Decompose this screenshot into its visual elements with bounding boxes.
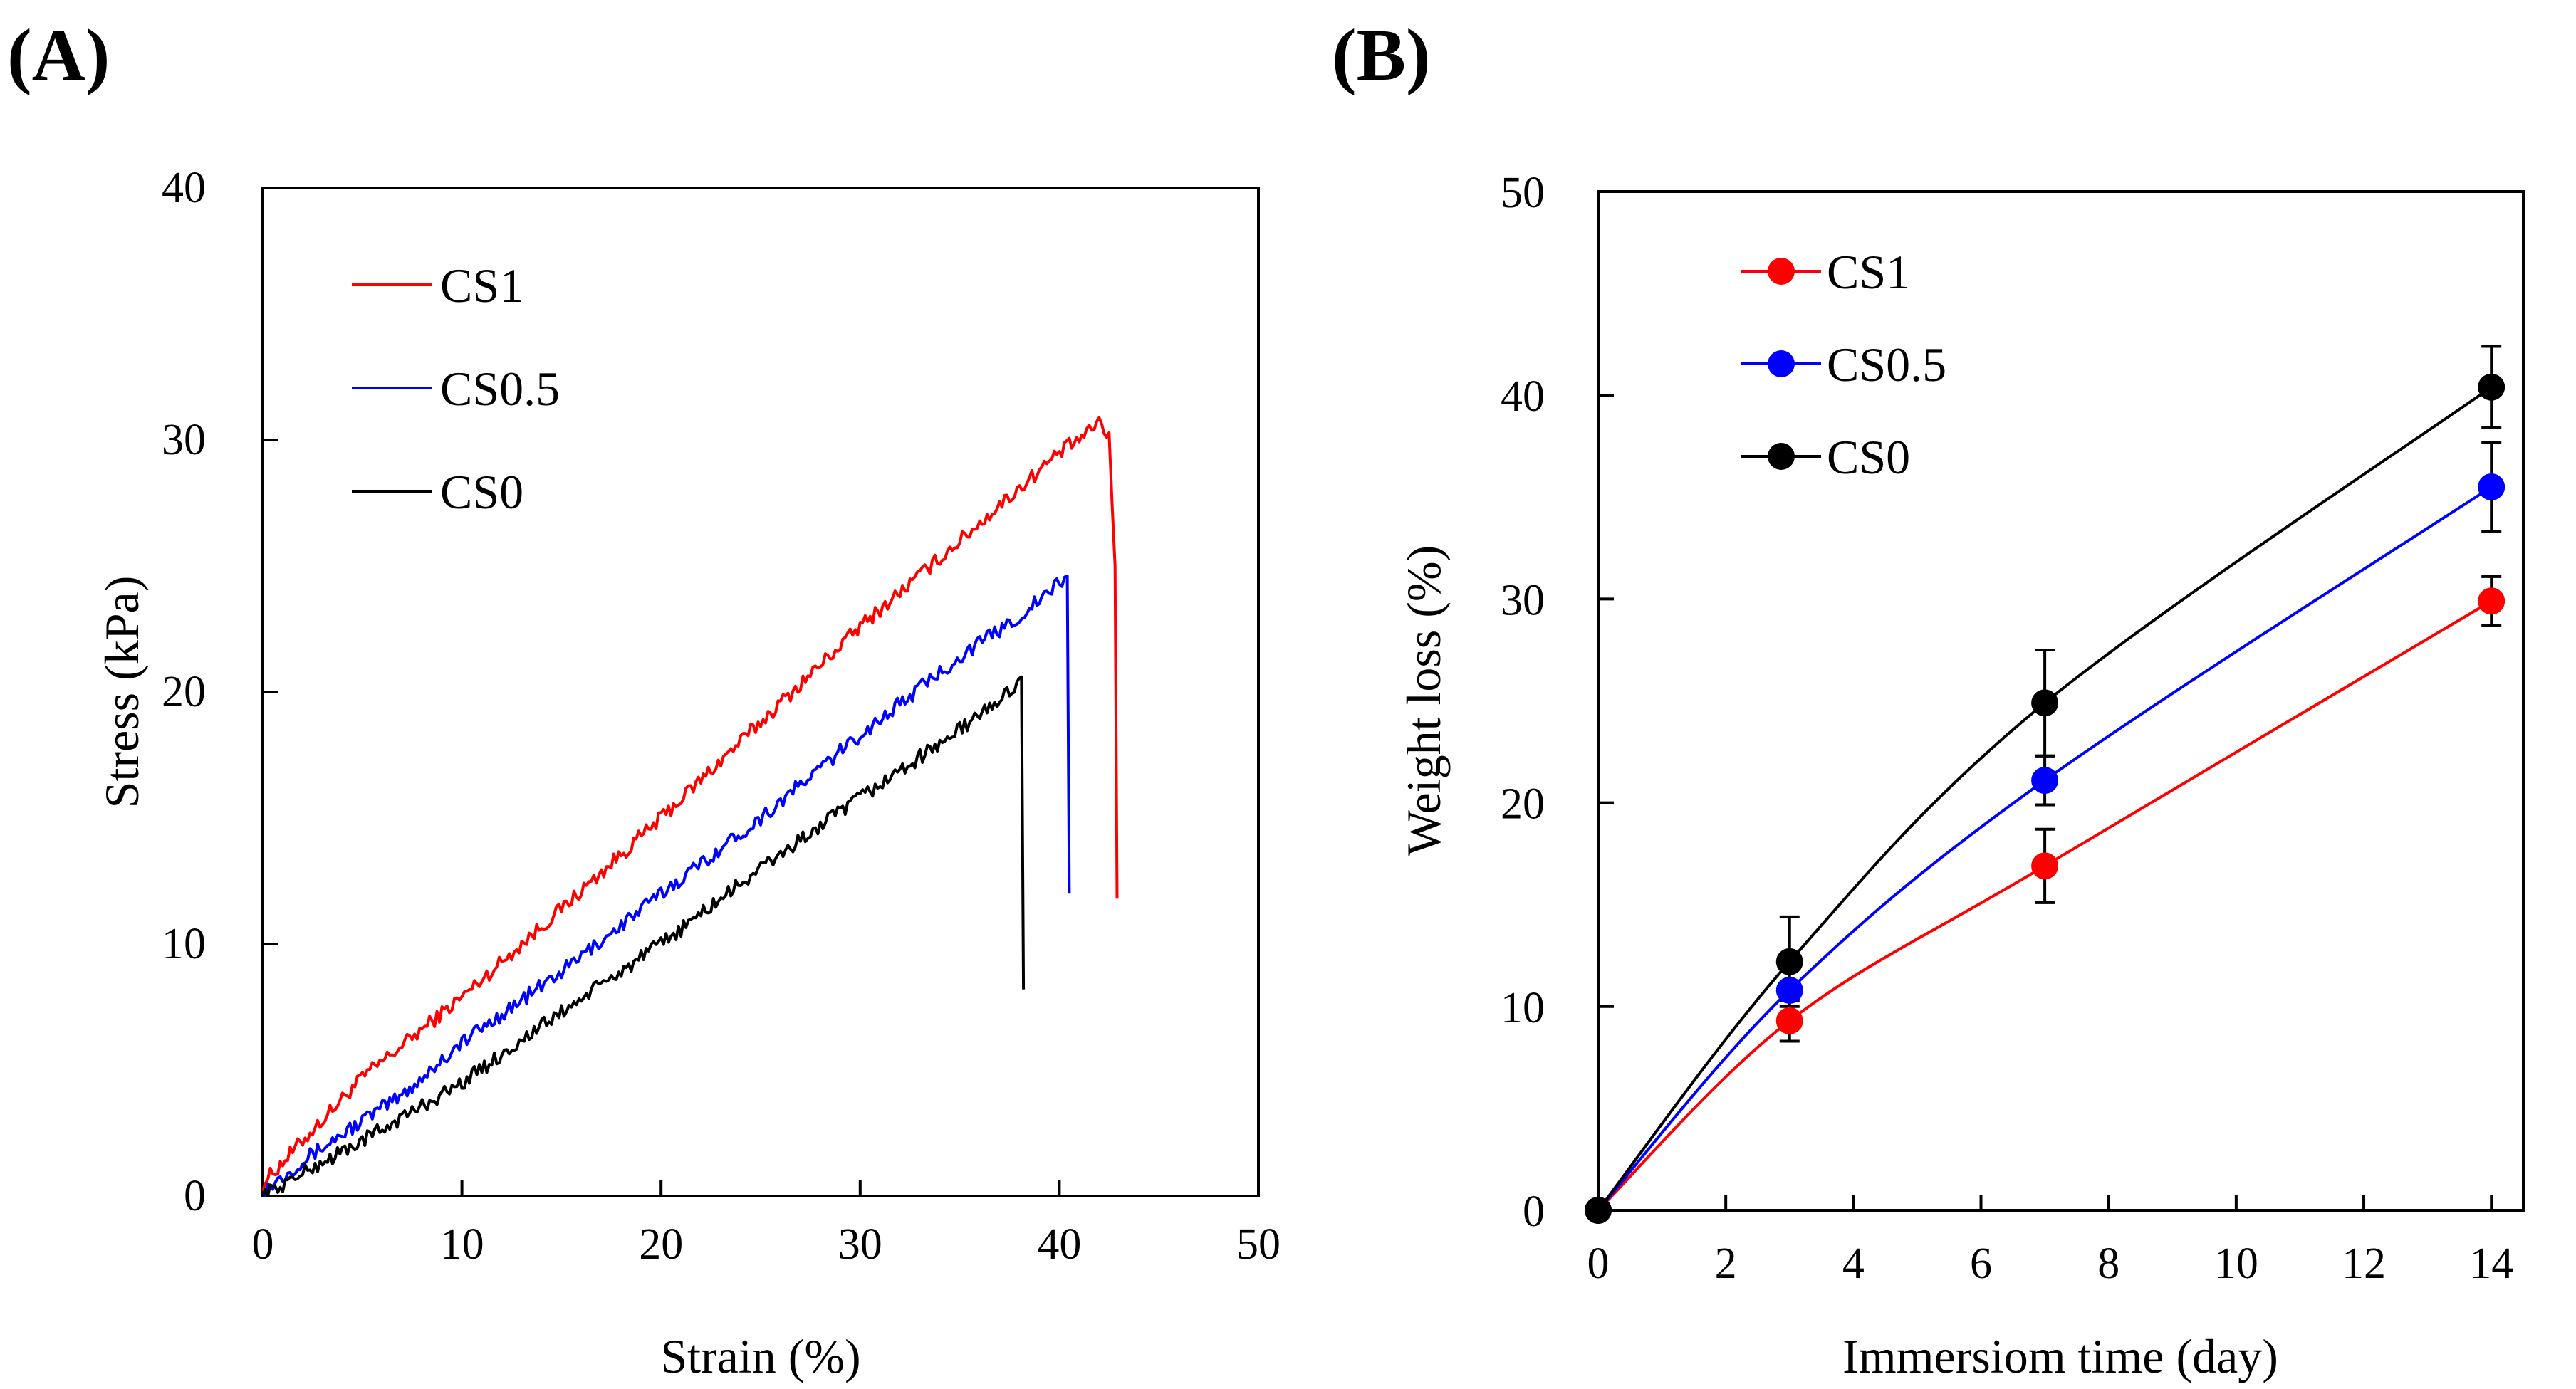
plot-frame-b — [1597, 190, 2525, 1212]
legend-label-a: CS1 — [440, 258, 523, 313]
y-tick-label-b: 50 — [1501, 169, 1545, 217]
axes-b: 0 2 4 6 8 10 12 14 0 10 20 30 40 50 — [1501, 169, 2513, 1288]
y-tick-label-a: 40 — [162, 164, 206, 212]
x-axis-label-a: Strain (%) — [660, 1329, 860, 1383]
y-tick-label-a: 20 — [162, 668, 206, 716]
x-tick-label-b: 10 — [2214, 1239, 2258, 1288]
data-point-cs0 — [2478, 373, 2505, 401]
data-point-cs0-5 — [2478, 473, 2505, 500]
data-point-cs1 — [2031, 852, 2059, 880]
data-point-cs0 — [2031, 689, 2059, 717]
data-point-cs0-5 — [2031, 767, 2059, 795]
data-point-cs0-5 — [1775, 976, 1803, 1004]
axes-a: 0 10 20 30 40 50 0 10 20 30 40 — [162, 164, 1281, 1269]
legend-a: CS1 CS0.5 CS0 — [352, 258, 560, 519]
series-a — [261, 416, 1119, 1197]
plot-frame-a — [261, 187, 1260, 1197]
x-axis-label-b: Immersiom time (day) — [1842, 1329, 2278, 1383]
x-tick-label-b: 8 — [2097, 1239, 2119, 1288]
x-tick-label-b: 0 — [1587, 1239, 1610, 1288]
weight-loss-chart: 0 2 4 6 8 10 12 14 0 10 20 30 40 50 CS1 CS0.5 CS0 Immer… — [1397, 169, 2525, 1383]
x-tick-label-a: 50 — [1236, 1220, 1281, 1269]
x-tick-label-b: 12 — [2342, 1239, 2386, 1288]
panel-label-a: (A) — [7, 14, 110, 96]
legend-label-b: CS0 — [1827, 430, 1910, 484]
legend-label-a: CS0.5 — [440, 362, 560, 416]
stress-strain-chart: 0 10 20 30 40 50 0 10 20 30 40 CS1 CS0.5 CS0 Strain … — [95, 164, 1281, 1383]
legend-marker-b — [1768, 443, 1795, 470]
legend-label-b: CS0.5 — [1827, 337, 1946, 392]
y-tick-label-a: 0 — [184, 1172, 206, 1220]
x-tick-label-a: 0 — [252, 1220, 274, 1269]
data-point-cs0 — [1585, 1197, 1612, 1224]
y-tick-label-a: 30 — [162, 416, 206, 464]
data-point-cs1 — [2478, 587, 2505, 615]
x-tick-label-b: 4 — [1842, 1239, 1865, 1288]
series-line-cs1 — [1597, 599, 2493, 1212]
y-tick-label-b: 10 — [1501, 984, 1545, 1032]
panel-label-b: (B) — [1332, 14, 1431, 96]
y-tick-label-a: 10 — [162, 920, 206, 968]
x-tick-label-b: 6 — [1970, 1239, 1992, 1288]
y-tick-label-b: 40 — [1501, 372, 1545, 421]
data-point-cs0 — [1775, 948, 1803, 975]
y-tick-label-b: 30 — [1501, 576, 1545, 624]
legend-marker-b — [1768, 258, 1795, 285]
x-tick-label-a: 30 — [838, 1220, 882, 1269]
x-tick-label-b: 2 — [1715, 1239, 1737, 1288]
y-tick-label-b: 0 — [1523, 1188, 1545, 1236]
y-axis-label-a: Stress (kPa) — [95, 576, 149, 809]
series-b — [1585, 345, 2505, 1224]
legend-b: CS1 CS0.5 CS0 — [1741, 245, 1946, 484]
x-tick-label-a: 10 — [440, 1220, 484, 1269]
x-tick-label-a: 20 — [639, 1220, 683, 1269]
y-tick-label-b: 20 — [1501, 780, 1545, 829]
x-tick-label-a: 40 — [1037, 1220, 1081, 1269]
series-line-cs0 — [261, 675, 1026, 1197]
y-axis-label-b: Weight loss (%) — [1397, 545, 1451, 856]
legend-label-a: CS0 — [440, 465, 523, 519]
series-line-cs0-5 — [1597, 486, 2493, 1212]
legend-label-b: CS1 — [1827, 245, 1910, 299]
legend-marker-b — [1768, 350, 1795, 377]
x-tick-label-b: 14 — [2469, 1239, 2513, 1288]
series-line-cs1 — [261, 416, 1119, 1192]
data-point-cs1 — [1775, 1007, 1803, 1034]
series-line-cs0-5 — [262, 575, 1071, 1197]
series-line-cs0 — [1597, 386, 2493, 1212]
